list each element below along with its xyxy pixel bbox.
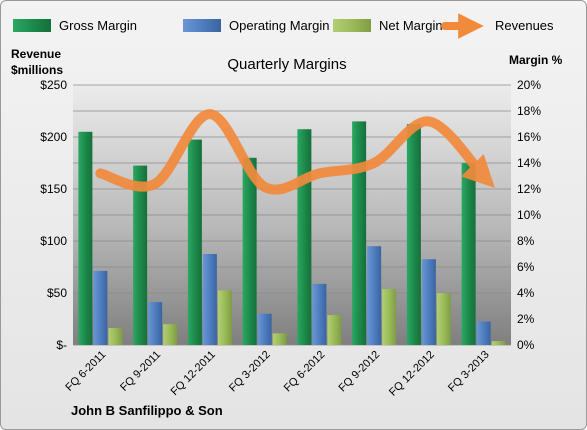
bar-net-margin (272, 333, 287, 345)
bar-gross-margin (78, 131, 93, 345)
bar-operating-margin (312, 283, 327, 345)
left-tick-label: $150 (40, 182, 67, 196)
bars-layer (78, 121, 506, 346)
x-tick-label: FQ 12-2012 (387, 349, 437, 399)
right-tick-label: 20% (517, 78, 541, 92)
right-tick-label: 4% (517, 286, 535, 300)
bar-operating-margin (93, 270, 108, 345)
legend-swatch-operating-margin (183, 19, 221, 32)
x-tick-label: FQ 3-2012 (227, 349, 273, 395)
left-tick-label: $200 (40, 130, 67, 144)
bar-operating-margin (202, 254, 217, 345)
bar-operating-margin (476, 321, 491, 345)
x-tick-label: FQ 12-2011 (169, 349, 218, 398)
legend-item-revenues: Revenues (441, 13, 554, 39)
left-tick-label: $250 (40, 78, 67, 92)
bar-net-margin (327, 315, 342, 345)
right-tick-label: 10% (517, 208, 541, 222)
legend-swatch-gross-margin (13, 19, 51, 32)
chart-title: Quarterly Margins (227, 56, 346, 73)
bar-gross-margin (352, 121, 367, 346)
legend-item-gross-margin: Gross Margin (13, 18, 137, 33)
bar-operating-margin (421, 259, 436, 345)
x-tick-label: FQ 9-2012 (337, 349, 383, 395)
bar-net-margin (382, 289, 397, 345)
revenue-line (95, 109, 495, 195)
bar-gross-margin (187, 139, 202, 345)
revenue-line-layer (95, 109, 495, 195)
bar-net-margin (491, 341, 506, 345)
legend-item-net-margin: Net Margin (333, 18, 443, 33)
legend: Gross Margin Operating Margin Net Margin… (13, 13, 554, 39)
right-tick-label: 6% (517, 260, 535, 274)
right-tick-label: 12% (517, 182, 541, 196)
right-axis-title: Margin % (509, 53, 563, 67)
legend-label-revenues: Revenues (495, 18, 554, 33)
bar-operating-margin (148, 302, 163, 345)
bar-net-margin (217, 290, 232, 345)
right-tick-label: 0% (517, 338, 535, 352)
left-axis-title-line1: Revenue (11, 47, 61, 61)
company-name: John B Sanfilippo & Son (71, 403, 223, 418)
bar-gross-margin (406, 124, 421, 345)
bar-net-margin (436, 293, 451, 345)
right-tick-label: 16% (517, 130, 541, 144)
right-tick-label: 14% (517, 156, 541, 170)
legend-label-net-margin: Net Margin (379, 18, 443, 33)
bar-operating-margin (367, 246, 382, 345)
bar-gross-margin (242, 157, 257, 345)
legend-swatch-net-margin (333, 19, 371, 32)
bar-gross-margin (461, 163, 476, 345)
x-tick-label: FQ 9-2011 (118, 349, 163, 394)
x-tick-label: FQ 6-2012 (282, 349, 328, 395)
legend-label-gross-margin: Gross Margin (59, 18, 137, 33)
bar-net-margin (108, 328, 123, 345)
legend-label-operating-margin: Operating Margin (229, 18, 329, 33)
left-tick-label: $- (56, 338, 67, 352)
right-tick-label: 8% (517, 234, 535, 248)
right-tick-label: 2% (517, 312, 535, 326)
right-tick-label: 18% (517, 104, 541, 118)
left-axis-title-line2: $millions (11, 63, 63, 77)
bar-net-margin (163, 324, 178, 345)
left-tick-label: $50 (47, 286, 67, 300)
bar-operating-margin (257, 313, 272, 345)
legend-item-operating-margin: Operating Margin (183, 18, 329, 33)
left-tick-label: $100 (40, 234, 67, 248)
x-tick-label: FQ 6-2011 (63, 349, 108, 394)
x-tick-label: FQ 3-2013 (446, 349, 492, 395)
bar-gross-margin (133, 165, 148, 345)
bar-gross-margin (297, 129, 312, 345)
